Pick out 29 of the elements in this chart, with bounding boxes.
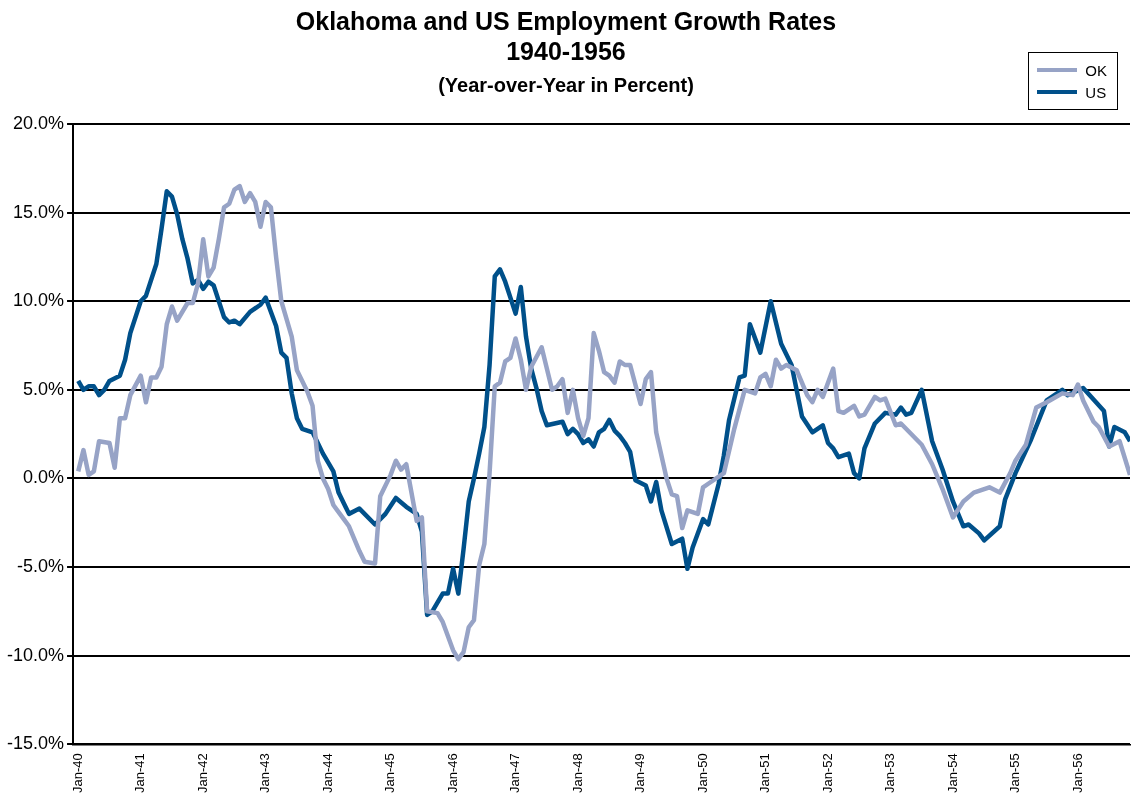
x-tick-label: Jan-55 (1007, 753, 1023, 793)
y-tick-label: 20.0% (12, 112, 65, 133)
legend-label: US (1085, 83, 1107, 101)
x-tick-label: Jan-47 (507, 753, 523, 793)
legend-label: OK (1085, 61, 1107, 79)
y-tick-label: 5.0% (23, 378, 65, 399)
x-tick-label: Jan-49 (632, 753, 648, 793)
x-tick-label: Jan-44 (319, 753, 335, 793)
chart-title: Oklahoma and US Employment Growth Rates 1940-1956 (294, 6, 838, 66)
x-tick-label: Jan-50 (694, 753, 710, 793)
y-tick-label: 0.0% (23, 467, 65, 488)
y-tick-label: -10.0% (6, 644, 65, 665)
x-tick-label: Jan-48 (569, 753, 585, 793)
y-tick-label: 10.0% (12, 290, 65, 311)
x-tick-label: Jan-54 (944, 753, 960, 793)
x-tick-label: Jan-46 (444, 753, 460, 793)
x-tick-label: Jan-45 (382, 753, 398, 793)
y-tick-label: 15.0% (12, 201, 65, 222)
x-tick-label: Jan-41 (132, 753, 148, 793)
x-tick-label: Jan-51 (757, 753, 773, 793)
x-tick-label: Jan-56 (1069, 753, 1085, 793)
x-tick-label: Jan-52 (819, 753, 835, 793)
y-tick-label: -5.0% (17, 556, 65, 577)
x-tick-label: Jan-42 (194, 753, 210, 793)
chart-subtitle: (Year-over-Year in Percent) (437, 74, 695, 97)
y-tick-label: -15.0% (6, 733, 65, 754)
x-tick-label: Jan-43 (257, 753, 273, 793)
x-tick-label: Jan-53 (882, 753, 898, 793)
x-tick-label: Jan-40 (69, 753, 85, 793)
